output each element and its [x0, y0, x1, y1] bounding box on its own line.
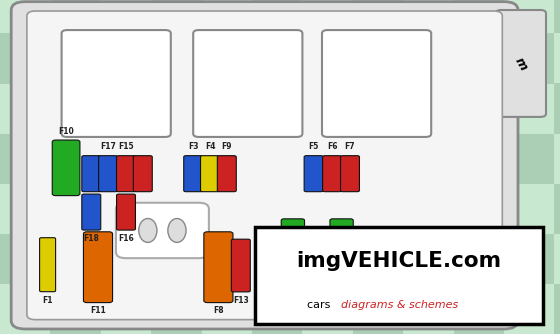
FancyBboxPatch shape: [281, 219, 305, 311]
Text: F7: F7: [345, 142, 355, 151]
Bar: [554, 0, 560, 33]
Bar: [151, 84, 202, 134]
Bar: [50, 84, 101, 134]
FancyBboxPatch shape: [11, 2, 518, 329]
Bar: [403, 33, 454, 84]
Bar: [252, 84, 302, 134]
Text: cars: cars: [307, 300, 334, 310]
FancyBboxPatch shape: [27, 11, 502, 320]
Bar: [403, 234, 454, 284]
Bar: [101, 134, 151, 184]
FancyBboxPatch shape: [359, 238, 375, 292]
Text: m: m: [512, 54, 530, 72]
FancyBboxPatch shape: [52, 140, 80, 196]
Bar: [0, 134, 50, 184]
Bar: [252, 184, 302, 234]
Bar: [353, 84, 403, 134]
Bar: [0, 33, 50, 84]
FancyBboxPatch shape: [193, 30, 302, 137]
FancyBboxPatch shape: [231, 239, 250, 292]
Bar: [353, 284, 403, 334]
Bar: [554, 184, 560, 234]
Text: F16: F16: [118, 234, 134, 243]
Text: F3: F3: [188, 142, 198, 151]
Bar: [151, 284, 202, 334]
FancyBboxPatch shape: [322, 30, 431, 137]
Text: F17: F17: [100, 142, 116, 151]
Ellipse shape: [168, 218, 186, 242]
FancyBboxPatch shape: [217, 156, 236, 192]
Text: F15: F15: [118, 142, 134, 151]
Bar: [403, 134, 454, 184]
Bar: [252, 0, 302, 33]
Bar: [0, 234, 50, 284]
Bar: [353, 0, 403, 33]
Bar: [101, 234, 151, 284]
Bar: [202, 134, 252, 184]
FancyBboxPatch shape: [116, 194, 136, 230]
Bar: [101, 33, 151, 84]
FancyBboxPatch shape: [330, 219, 353, 311]
FancyBboxPatch shape: [82, 194, 101, 230]
Bar: [454, 0, 504, 33]
Bar: [353, 184, 403, 234]
FancyBboxPatch shape: [304, 156, 323, 192]
Bar: [454, 284, 504, 334]
Ellipse shape: [139, 218, 157, 242]
Bar: [302, 234, 353, 284]
Text: F18: F18: [83, 234, 99, 243]
Text: F14: F14: [334, 314, 349, 323]
Bar: [554, 284, 560, 334]
Bar: [454, 84, 504, 134]
Bar: [504, 134, 554, 184]
Bar: [504, 234, 554, 284]
Bar: [151, 184, 202, 234]
Text: F5: F5: [309, 142, 319, 151]
Bar: [151, 0, 202, 33]
FancyBboxPatch shape: [340, 156, 360, 192]
FancyBboxPatch shape: [204, 232, 233, 303]
Text: F8: F8: [213, 306, 223, 315]
Text: F13: F13: [233, 296, 249, 305]
Bar: [202, 234, 252, 284]
Bar: [454, 184, 504, 234]
Bar: [252, 284, 302, 334]
Bar: [504, 33, 554, 84]
Bar: [50, 284, 101, 334]
Text: diagrams & schemes: diagrams & schemes: [342, 300, 459, 310]
Text: F4: F4: [205, 142, 215, 151]
FancyBboxPatch shape: [133, 156, 152, 192]
Bar: [202, 33, 252, 84]
Text: imgVEHICLE.com: imgVEHICLE.com: [296, 251, 502, 271]
FancyBboxPatch shape: [82, 156, 101, 192]
FancyBboxPatch shape: [62, 30, 171, 137]
Bar: [554, 84, 560, 134]
Text: F11: F11: [90, 306, 106, 315]
FancyBboxPatch shape: [496, 10, 546, 117]
Bar: [302, 33, 353, 84]
Text: F1: F1: [43, 296, 53, 305]
Bar: [50, 184, 101, 234]
FancyBboxPatch shape: [323, 156, 342, 192]
FancyBboxPatch shape: [200, 156, 220, 192]
Text: F6: F6: [327, 142, 337, 151]
Text: F10: F10: [58, 127, 74, 136]
FancyBboxPatch shape: [83, 232, 113, 303]
FancyBboxPatch shape: [99, 156, 118, 192]
FancyBboxPatch shape: [40, 238, 55, 292]
FancyBboxPatch shape: [116, 156, 136, 192]
FancyBboxPatch shape: [184, 156, 203, 192]
Text: F8b: F8b: [359, 296, 375, 305]
Bar: [50, 0, 101, 33]
FancyBboxPatch shape: [116, 203, 209, 258]
Text: F12: F12: [285, 314, 301, 323]
Bar: [255, 227, 543, 324]
Bar: [302, 134, 353, 184]
Text: F9: F9: [222, 142, 232, 151]
